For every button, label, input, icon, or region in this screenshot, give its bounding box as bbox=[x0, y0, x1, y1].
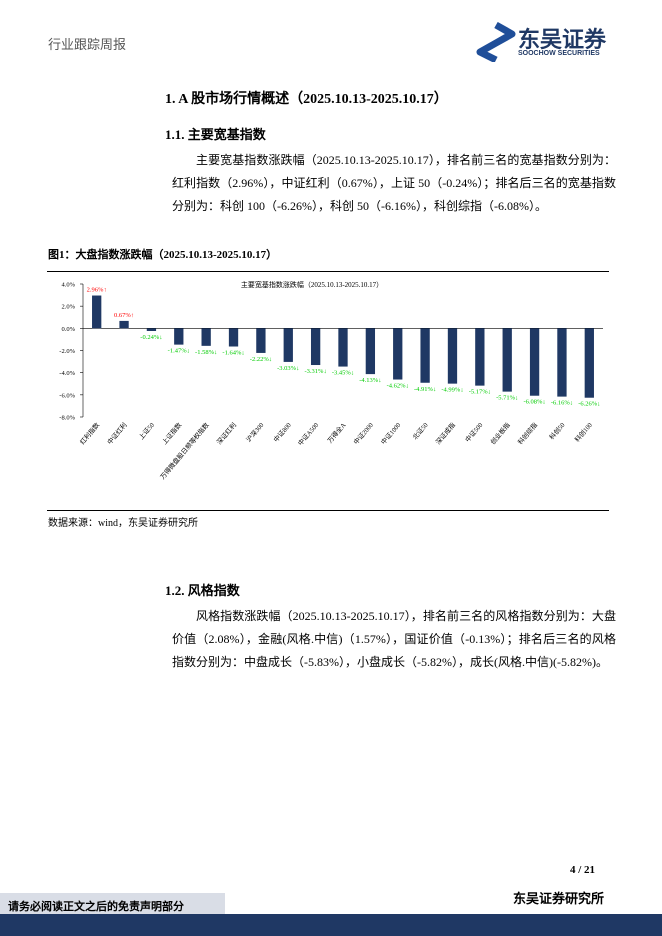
y-tick-label: 2.0% bbox=[61, 304, 75, 311]
x-tick-label: 科创50 bbox=[547, 421, 566, 442]
value-label: -3.03%↓ bbox=[277, 365, 299, 372]
value-label: -2.22%↓ bbox=[250, 356, 272, 363]
bar bbox=[174, 328, 184, 345]
value-label: -6.16%↓ bbox=[551, 400, 573, 407]
subsection-heading: 1.2. 风格指数 bbox=[165, 583, 240, 598]
bar bbox=[365, 328, 376, 375]
bar bbox=[393, 328, 403, 380]
x-tick-label: 中证红利 bbox=[105, 421, 129, 447]
x-tick-label: 上证指数 bbox=[160, 420, 184, 446]
bar bbox=[201, 328, 211, 346]
value-label: -6.08%↓ bbox=[523, 399, 545, 406]
bar bbox=[283, 328, 293, 362]
paragraph: 主要宽基指数涨跌幅（2025.10.13-2025.10.17），排名前三名的宽… bbox=[172, 153, 616, 213]
header-title: 行业跟踪周报 bbox=[48, 37, 127, 52]
bar bbox=[146, 328, 157, 331]
value-label: -4.62%↓ bbox=[387, 383, 409, 390]
bar bbox=[420, 328, 430, 383]
bar bbox=[92, 295, 102, 329]
value-label: -5.17%↓ bbox=[469, 389, 491, 396]
chart: 主要宽基指数涨跌幅（2025.10.13-2025.10.17） 4.0% 2.0… bbox=[59, 280, 603, 481]
bar bbox=[338, 328, 348, 367]
logo-subtitle: SOOCHOW SECURITIES bbox=[518, 50, 600, 57]
value-label: -3.31%↓ bbox=[305, 368, 327, 375]
figure-caption: 图1：大盘指数涨跌幅（2025.10.13-2025.10.17） bbox=[48, 249, 278, 261]
disclaimer-box bbox=[0, 893, 225, 915]
bar bbox=[557, 328, 567, 397]
bar bbox=[584, 328, 594, 398]
value-label: -1.58%↓ bbox=[195, 349, 217, 356]
page-number: 4 / 21 bbox=[570, 864, 596, 876]
value-label: -4.99%↓ bbox=[441, 387, 463, 394]
x-tick-label: 中证2000 bbox=[351, 421, 375, 447]
bar bbox=[310, 328, 321, 366]
chart-title: 主要宽基指数涨跌幅（2025.10.13-2025.10.17） bbox=[241, 280, 383, 289]
y-tick-label: 0.0% bbox=[61, 326, 75, 333]
institute: 东吴证券研究所 bbox=[513, 891, 605, 906]
value-label: -1.47%↓ bbox=[168, 348, 190, 355]
value-label: -6.26%↓ bbox=[578, 401, 600, 408]
value-label: -3.45%↓ bbox=[332, 370, 354, 377]
y-tick-label: -2.0% bbox=[59, 348, 75, 355]
bar bbox=[502, 328, 512, 392]
x-tick-label: 深证成指 bbox=[433, 420, 457, 446]
paragraph: 风格指数涨跌幅（2025.10.13-2025.10.17），排名前三名的风格指… bbox=[172, 609, 616, 669]
bar bbox=[529, 328, 540, 396]
bar bbox=[228, 328, 239, 347]
y-tick-label: -4.0% bbox=[59, 370, 75, 377]
x-tick-label: 中证500 bbox=[463, 421, 485, 444]
x-tick-label: 科创综指 bbox=[516, 420, 540, 446]
value-label: 0.67%↑ bbox=[114, 312, 134, 319]
x-tick-label: 万得微盘股日频等权指数 bbox=[158, 420, 211, 481]
figure-top-rule bbox=[47, 271, 609, 272]
value-label: 2.96%↑ bbox=[87, 287, 107, 294]
x-tick-label: 科创100 bbox=[572, 421, 594, 444]
section-heading: 1. A 股市场行情概述（2025.10.13-2025.10.17） bbox=[165, 92, 448, 107]
disclaimer: 请务必阅读正文之后的免责声明部分 bbox=[8, 901, 184, 913]
value-label: -4.13%↓ bbox=[359, 377, 381, 384]
value-label: -5.71%↓ bbox=[496, 395, 518, 402]
x-tick-label: 红利指数 bbox=[78, 420, 102, 446]
y-tick-label: 4.0% bbox=[61, 282, 75, 289]
value-label: -0.24%↓ bbox=[140, 334, 162, 341]
bar bbox=[256, 328, 266, 353]
logo-name: 东吴证券 bbox=[518, 27, 607, 52]
figure-bottom-rule bbox=[47, 510, 609, 511]
bar bbox=[119, 320, 129, 329]
x-tick-label: 深证红利 bbox=[214, 421, 238, 447]
bar bbox=[447, 328, 458, 384]
logo-icon bbox=[476, 22, 516, 62]
x-tick-label: 中证A500 bbox=[296, 421, 321, 448]
x-tick-label: 上证50 bbox=[137, 421, 156, 442]
y-tick-label: -8.0% bbox=[59, 415, 75, 422]
x-tick-label: 万得全A bbox=[325, 420, 348, 445]
x-tick-label: 沪深300 bbox=[244, 421, 266, 444]
bar bbox=[475, 328, 485, 386]
x-tick-label: 中证1000 bbox=[379, 421, 403, 447]
figure-source: 数据来源：wind，东吴证券研究所 bbox=[48, 518, 198, 529]
x-tick-label: 中证800 bbox=[271, 421, 293, 444]
footer-bar bbox=[0, 914, 662, 936]
value-label: -4.91%↓ bbox=[414, 386, 436, 393]
y-tick-label: -6.0% bbox=[59, 392, 75, 399]
x-tick-label: 北证50 bbox=[411, 421, 430, 441]
value-label: -1.64%↓ bbox=[222, 350, 244, 357]
x-tick-label: 创业板指 bbox=[488, 420, 512, 446]
subsection-heading: 1.1. 主要宽基指数 bbox=[165, 127, 266, 142]
